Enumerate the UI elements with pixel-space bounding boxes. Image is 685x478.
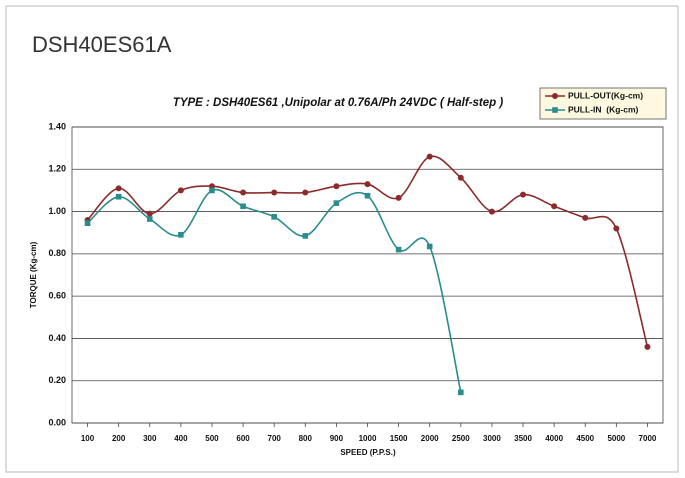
y-tick-label: 1.20 bbox=[48, 164, 66, 174]
y-tick-label: 0.40 bbox=[48, 333, 66, 343]
x-tick-label: 1500 bbox=[390, 434, 408, 443]
marker bbox=[613, 225, 620, 232]
heading: DSH40ES61A bbox=[32, 32, 172, 57]
x-tick-label: 900 bbox=[330, 434, 344, 443]
marker bbox=[84, 220, 91, 226]
y-tick-label: 0.00 bbox=[48, 417, 66, 427]
marker bbox=[551, 203, 558, 210]
marker bbox=[146, 216, 153, 222]
plot-area bbox=[71, 126, 664, 424]
marker bbox=[364, 192, 371, 199]
marker bbox=[333, 200, 340, 206]
x-tick-label: 4000 bbox=[545, 434, 563, 443]
y-tick-label: 0.20 bbox=[48, 375, 66, 385]
x-tick-label: 7000 bbox=[639, 434, 657, 443]
x-tick-label: 400 bbox=[174, 434, 188, 443]
x-tick-label: 1000 bbox=[359, 434, 377, 443]
marker bbox=[302, 233, 309, 239]
marker bbox=[240, 203, 246, 210]
marker bbox=[582, 214, 589, 221]
chart-title: TYPE : DSH40ES61 ,Unipolar at 0.76A/Ph 2… bbox=[173, 97, 504, 109]
legend-marker bbox=[552, 107, 558, 113]
marker bbox=[209, 187, 215, 194]
x-tick-label: 500 bbox=[205, 434, 219, 443]
x-tick-label: 5000 bbox=[607, 434, 625, 443]
marker bbox=[333, 183, 340, 190]
y-tick-label: 1.40 bbox=[48, 121, 66, 131]
x-tick-label: 3000 bbox=[483, 434, 501, 443]
marker bbox=[426, 243, 433, 250]
marker bbox=[458, 389, 464, 396]
marker bbox=[395, 246, 402, 253]
marker bbox=[395, 194, 402, 201]
x-tick-label: 100 bbox=[81, 434, 95, 443]
y-tick-label: 0.80 bbox=[48, 248, 66, 258]
x-tick-label: 200 bbox=[112, 434, 126, 443]
x-tick-label: 800 bbox=[299, 434, 313, 443]
x-tick-label: 3500 bbox=[514, 434, 532, 443]
legend-label: PULL-IN (Kg-cm) bbox=[568, 104, 639, 114]
marker bbox=[240, 189, 247, 196]
marker bbox=[115, 185, 122, 192]
marker bbox=[146, 210, 153, 217]
y-axis-label: TORQUE (Kg-cm) bbox=[29, 241, 38, 308]
marker bbox=[488, 208, 495, 215]
marker bbox=[177, 187, 184, 194]
marker bbox=[271, 214, 277, 220]
x-tick-label: 600 bbox=[236, 434, 250, 443]
marker bbox=[644, 343, 651, 350]
legend-label: PULL-OUT(Kg-cm) bbox=[568, 90, 643, 100]
x-tick-label: 4500 bbox=[576, 434, 594, 443]
marker bbox=[178, 232, 184, 238]
marker bbox=[426, 153, 433, 160]
marker bbox=[520, 191, 527, 198]
marker bbox=[302, 189, 309, 196]
y-tick-label: 1.00 bbox=[48, 206, 66, 216]
legend-box bbox=[539, 87, 667, 120]
x-axis-label: SPEED (P.P.S.) bbox=[340, 448, 396, 457]
x-tick-label: 2500 bbox=[452, 434, 470, 443]
marker bbox=[457, 174, 464, 181]
x-tick-label: 700 bbox=[268, 434, 282, 443]
x-tick-label: 2000 bbox=[421, 434, 439, 443]
marker bbox=[364, 181, 371, 188]
y-tick-label: 0.60 bbox=[48, 291, 66, 301]
marker bbox=[271, 189, 278, 196]
legend-marker bbox=[552, 93, 558, 99]
marker bbox=[115, 193, 122, 200]
x-tick-label: 300 bbox=[143, 434, 157, 443]
